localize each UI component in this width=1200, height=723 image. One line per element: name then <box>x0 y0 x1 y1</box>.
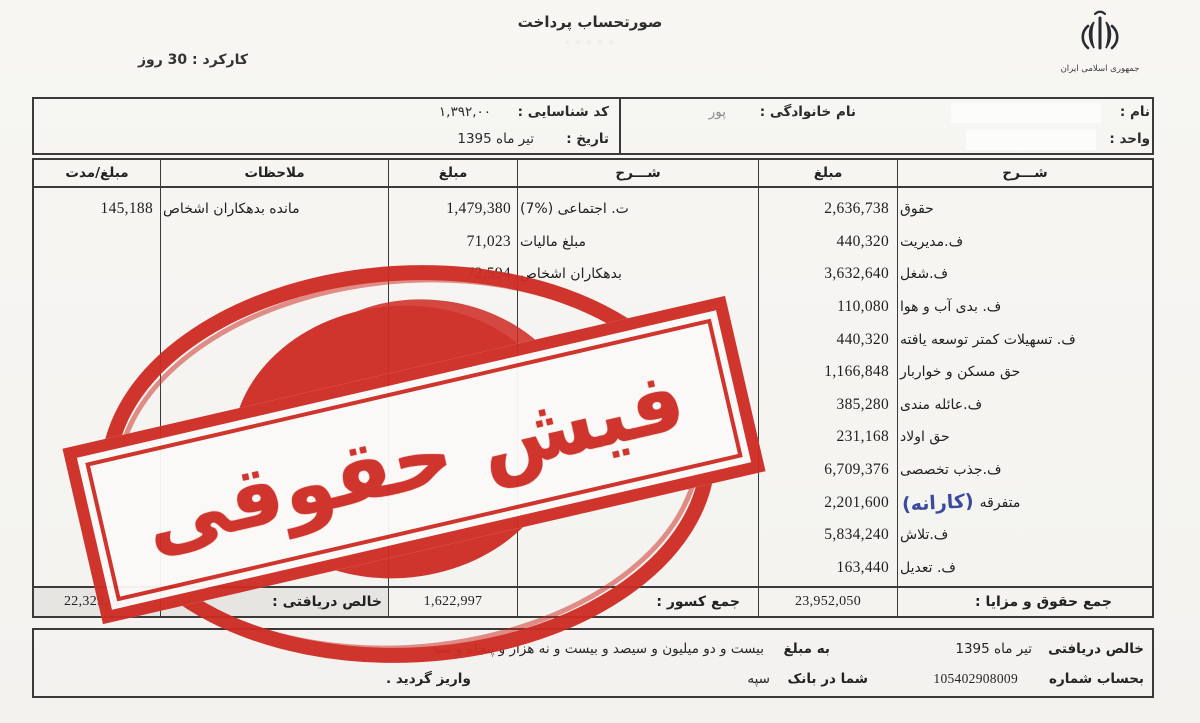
earning-label: ف.شغل <box>900 266 949 283</box>
handwritten-karaneh-note: (کارانه) <box>901 489 975 516</box>
net-pay-label: خالص دریافتی : <box>272 594 382 610</box>
earning-label: ف.عائله مندی <box>900 396 983 413</box>
earning-amount: 385,280 <box>836 395 889 413</box>
earnings-amounts: 2,636,738 440,320 3,632,640 110,080 440,… <box>761 193 889 584</box>
workdays-field: کارکرد : 30 روز <box>137 52 248 68</box>
earning-amount: 440,320 <box>836 330 889 348</box>
document-title: صورتحساب پرداخت <box>517 13 663 31</box>
earning-amount: 440,320 <box>836 232 889 250</box>
deduction-label: ت. اجتماعی (%7) <box>520 201 629 218</box>
family-name-value: پور <box>708 104 726 120</box>
deduction-amount: 72,594 <box>466 265 511 283</box>
earning-amount: 2,636,738 <box>824 200 889 218</box>
earning-label: ف.تلاش <box>900 527 949 544</box>
footer-account-number: 105402908009 <box>933 671 1018 686</box>
footer-amount-label: به مبلغ <box>783 641 830 657</box>
employee-info-box: نام : نام خانوادگی : پور واحد : کد شناسا… <box>32 97 1154 155</box>
earning-amount: 6,709,376 <box>824 461 889 479</box>
totals-row: 22,329,053 خالص دریافتی : 1,622,997 جمع … <box>32 586 1154 618</box>
earnings-labels: حقوق ف.مدیریت ف.شغل ف. بدی آب و هوا ف. ت… <box>900 193 1148 584</box>
deduction-amount: 1,479,380 <box>446 200 511 218</box>
footer-account-label: بحساب شماره <box>1048 671 1144 687</box>
name-label: نام : <box>1119 104 1150 120</box>
footer-amount-words: بیست و دو میلیون و سیصد و بیست و نه هزار… <box>432 641 764 657</box>
remark-amount: 145,188 <box>100 200 153 218</box>
earning-label: ف. تعدیل <box>900 559 956 576</box>
remarks-amounts: 145,188 <box>37 193 153 226</box>
net-pay-value: 22,329,053 <box>64 594 130 609</box>
iran-emblem-icon <box>1077 10 1123 62</box>
earning-amount: 3,632,640 <box>824 265 889 283</box>
column-header-description-earnings: شـــرح <box>897 160 1152 186</box>
faded-subtitle: · · · · · <box>565 36 615 49</box>
footer-net-label: خالص دریافتی <box>1048 641 1144 657</box>
column-line <box>758 188 759 586</box>
remarks-column: مانده بدهکاران اشخاص <box>163 193 383 226</box>
deductions-labels: ت. اجتماعی (%7) مبلغ مالیات بدهکاران اشخ… <box>520 193 754 291</box>
earning-label: ف.مدیریت <box>900 233 964 250</box>
column-line <box>388 188 389 586</box>
earning-label: ف.جذب تخصصی <box>900 462 1002 479</box>
id-code-label: کد شناسایی : <box>517 104 609 120</box>
earning-amount: 5,834,240 <box>824 526 889 544</box>
column-line <box>897 188 898 586</box>
id-code-value: ۱,۳۹۲,۰۰ <box>438 104 491 120</box>
remark-label: مانده بدهکاران اشخاص <box>163 201 300 218</box>
unit-label: واحد : <box>1109 131 1150 147</box>
earning-amount: 1,166,848 <box>824 363 889 381</box>
column-line <box>517 188 518 586</box>
unit-value-redacted <box>966 130 1096 150</box>
table-header-row: مبلغ/مدت ملاحظات مبلغ شـــرح مبلغ شـــرح <box>32 158 1154 188</box>
payment-note-box: خالص دریافتی تیر ماه 1395 به مبلغ بیست و… <box>32 628 1154 698</box>
footer-net-month: تیر ماه 1395 <box>955 641 1032 657</box>
date-label: تاریخ : <box>566 131 609 147</box>
deduction-label: مبلغ مالیات <box>520 233 586 250</box>
earning-label: ف. بدی آب و هوا <box>900 299 1002 316</box>
column-header-amount-duration: مبلغ/مدت <box>65 165 129 181</box>
national-emblem: جمهوری اسلامی ایران <box>1052 8 1148 74</box>
header-divider <box>619 99 621 153</box>
footer-bank-name: سپه <box>747 671 770 687</box>
deduction-label: بدهکاران اشخاص <box>520 266 622 283</box>
earning-amount: 163,440 <box>836 558 889 576</box>
deductions-amounts: 1,479,380 71,023 72,594 <box>391 193 511 291</box>
table-body: حقوق ف.مدیریت ف.شغل ف. بدی آب و هوا ف. ت… <box>32 188 1154 586</box>
column-header-amount-deductions: مبلغ <box>388 160 517 186</box>
total-deductions-label: جمع کسور : <box>656 594 740 610</box>
total-earnings-value: 23,952,050 <box>795 594 861 609</box>
earning-amount: 2,201,600 <box>824 493 889 511</box>
date-value: تیر ماه 1395 <box>457 131 534 147</box>
family-name-label: نام خانوادگی : <box>759 104 856 120</box>
earning-label: متفرقه <box>979 494 1021 511</box>
earning-label: ف. تسهیلات کمتر توسعه یافته <box>900 331 1076 348</box>
footer-deposited-text: واریز گردید . <box>386 671 471 687</box>
total-earnings-label: جمع حقوق و مزایا : <box>975 594 1112 610</box>
total-deductions-value: 1,622,997 <box>423 594 483 609</box>
earning-label-with-handwriting: متفرقه (کارانه) <box>900 486 1148 519</box>
earning-amount: 231,168 <box>836 428 889 446</box>
footer-bank-label: شما در بانک <box>787 671 868 687</box>
name-value-redacted <box>951 103 1101 123</box>
column-header-amount-earnings: مبلغ <box>758 160 897 186</box>
earning-amount: 110,080 <box>837 298 889 316</box>
deduction-amount: 71,023 <box>466 232 511 250</box>
column-line <box>160 188 161 586</box>
earning-label: حقوق <box>900 201 934 218</box>
column-header-description-deductions: شـــرح <box>517 160 758 186</box>
earning-label: حق اولاد <box>900 429 950 446</box>
column-header-remarks: ملاحظات <box>160 160 388 186</box>
emblem-caption: جمهوری اسلامی ایران <box>1060 64 1140 74</box>
earning-label: حق مسکن و خواربار <box>900 364 1021 381</box>
